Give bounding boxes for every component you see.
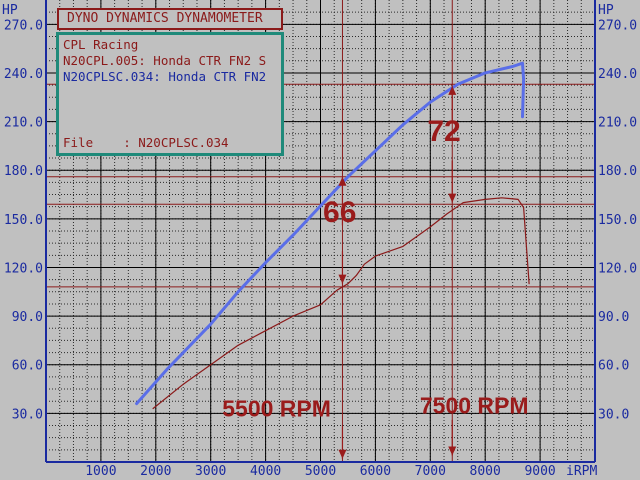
x-tick-label: 9000 xyxy=(524,464,555,479)
y-tick-label-right: 150.0 xyxy=(598,213,637,228)
y-tick-label-left: 210.0 xyxy=(4,116,43,131)
series-line-red xyxy=(152,197,530,410)
y-tick-label-right: 210.0 xyxy=(598,116,637,131)
y-tick-label-left: 150.0 xyxy=(4,213,43,228)
annotation-arrow-head xyxy=(338,274,347,284)
annotation-label: 7500 RPM xyxy=(420,392,529,418)
y-tick-label-right: 240.0 xyxy=(598,67,637,82)
y-tick-label-left: 60.0 xyxy=(12,359,43,374)
info-company: CPL Racing xyxy=(63,37,139,52)
y-tick-label-left: 270.0 xyxy=(4,18,43,33)
tick-labels: 30.0 30.0 60.0 60.0 90.0 90.0 120.0 120.0 150.0 1… xyxy=(4,18,637,479)
y-tick-label-right: 270.0 xyxy=(598,18,637,33)
x-tick-label: 4000 xyxy=(250,464,281,479)
x-tick-label: 5000 xyxy=(305,464,336,479)
annotation-label: 72 xyxy=(427,115,460,148)
y-tick-label-right: 180.0 xyxy=(598,164,637,179)
info-box: CPL Racing N20CPL.005: Honda CTR FN2 S N… xyxy=(56,32,284,156)
y-tick-label-right: 30.0 xyxy=(598,407,629,422)
info-run-blue: N20CPLSC.034: Honda CTR FN2 xyxy=(63,69,267,84)
series-line-blue xyxy=(135,61,526,406)
series-layer xyxy=(135,61,530,410)
title-box: DYNO DYNAMICS DYNAMOMETER xyxy=(57,8,283,30)
x-unit: iRPM xyxy=(566,464,597,479)
x-tick-label: 3000 xyxy=(195,464,226,479)
y-unit-left: HP xyxy=(2,3,18,18)
annotation-arrow-head xyxy=(338,176,347,186)
annotation-arrow-head xyxy=(448,193,457,203)
y-unit-right: HP xyxy=(598,3,614,18)
axis-layer xyxy=(45,0,596,463)
y-tick-label-right: 90.0 xyxy=(598,310,629,325)
x-tick-label: 7000 xyxy=(415,464,446,479)
y-tick-label-left: 180.0 xyxy=(4,164,43,179)
annotation-label: 66 xyxy=(323,196,356,229)
title-text: DYNO DYNAMICS DYNAMOMETER xyxy=(67,11,263,26)
y-tick-label-left: 90.0 xyxy=(12,310,43,325)
x-tick-label: 6000 xyxy=(360,464,391,479)
annotation-arrow-head xyxy=(338,449,347,459)
y-tick-label-left: 120.0 xyxy=(4,261,43,276)
y-tick-label-left: 30.0 xyxy=(12,407,43,422)
annotation-arrow-head xyxy=(448,85,457,95)
y-tick-label-right: 120.0 xyxy=(598,261,637,276)
y-tick-label-right: 60.0 xyxy=(598,359,629,374)
y-tick-label-left: 240.0 xyxy=(4,67,43,82)
x-tick-label: 8000 xyxy=(470,464,501,479)
info-file: File : N20CPLSC.034 xyxy=(63,135,229,150)
annotations-layer: 66 72 5500 RPM 7500 RPM xyxy=(222,115,528,422)
arrows-layer xyxy=(338,85,457,459)
annotation-label: 5500 RPM xyxy=(222,396,331,422)
x-tick-label: 1000 xyxy=(85,464,116,479)
info-run-red: N20CPL.005: Honda CTR FN2 S xyxy=(63,53,267,68)
x-tick-label: 2000 xyxy=(140,464,171,479)
annotation-arrow-head xyxy=(448,446,457,456)
